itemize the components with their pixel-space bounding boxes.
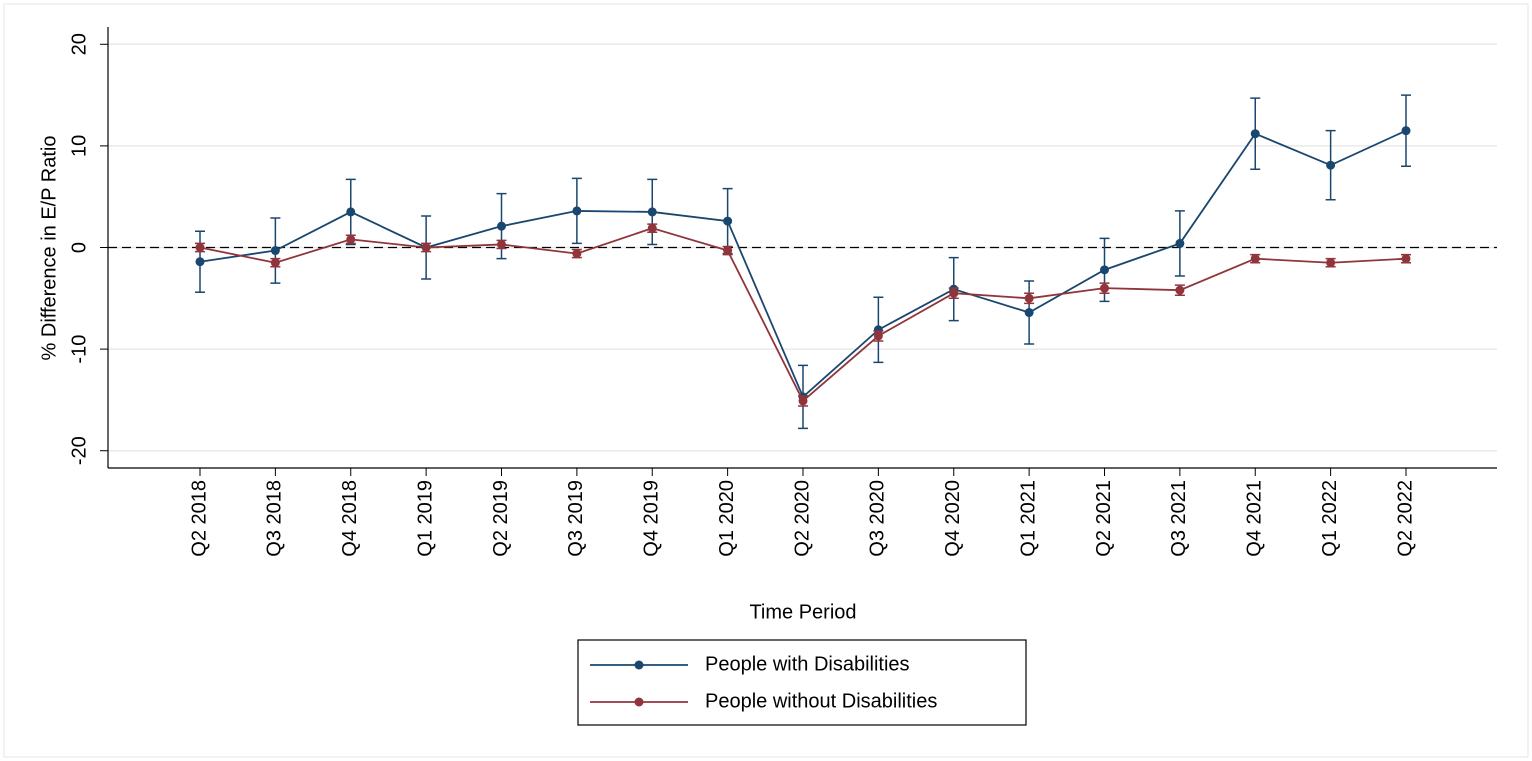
point <box>1326 258 1336 268</box>
legend-label: People with Disabilities <box>705 653 910 675</box>
y-tick-label: 10 <box>68 135 90 157</box>
point <box>1250 129 1260 139</box>
point <box>421 243 431 252</box>
point <box>1100 265 1109 275</box>
x-tick-label: Q1 2019 <box>414 480 436 557</box>
point <box>873 331 883 341</box>
point <box>647 223 657 233</box>
x-tick-label: Q2 2022 <box>1394 480 1416 557</box>
legend <box>577 639 1027 726</box>
point <box>723 216 733 226</box>
y-tick-label: 0 <box>68 242 90 253</box>
point <box>723 246 733 256</box>
y-tick-label: 20 <box>68 33 90 55</box>
x-tick-label: Q3 2018 <box>264 480 286 557</box>
point <box>497 221 506 231</box>
point <box>572 206 582 216</box>
x-tick-label: Q2 2021 <box>1093 480 1115 557</box>
x-tick-label: Q4 2018 <box>339 480 361 557</box>
y-axis-title: % Difference in E/P Ratio <box>38 136 60 361</box>
point <box>346 207 356 217</box>
x-tick-label: Q3 2020 <box>867 480 889 557</box>
point <box>1100 283 1109 293</box>
point <box>647 207 657 217</box>
point <box>270 246 280 256</box>
x-tick-label: Q2 2019 <box>490 480 512 557</box>
point <box>1024 308 1034 318</box>
point <box>270 258 280 268</box>
x-tick-label: Q1 2020 <box>716 480 738 557</box>
point <box>1401 126 1411 136</box>
point <box>1250 254 1260 264</box>
point <box>346 234 356 244</box>
x-tick-label: Q1 2021 <box>1017 480 1039 557</box>
point <box>949 288 959 298</box>
legend-marker <box>634 660 644 670</box>
x-tick-label: Q4 2021 <box>1244 480 1266 557</box>
x-tick-label: Q2 2020 <box>791 480 813 557</box>
point <box>1024 293 1034 303</box>
point <box>1175 285 1185 295</box>
y-tick-label: -10 <box>68 335 90 364</box>
legend-marker <box>634 697 644 707</box>
y-tick-label: -20 <box>68 436 90 465</box>
point <box>798 396 808 406</box>
point <box>1401 254 1411 264</box>
point <box>1326 160 1336 170</box>
point <box>572 249 582 259</box>
point <box>195 257 205 267</box>
x-tick-label: Q3 2021 <box>1168 480 1190 557</box>
point <box>497 239 506 249</box>
x-tick-label: Q3 2019 <box>565 480 587 557</box>
frame <box>3 3 1529 758</box>
x-tick-label: Q1 2022 <box>1319 480 1341 557</box>
x-tick-label: Q4 2019 <box>641 480 663 557</box>
x-tick-label: Q4 2020 <box>942 480 964 557</box>
x-axis-title: Time Period <box>749 601 856 623</box>
point <box>195 243 205 252</box>
x-tick-label: Q2 2018 <box>188 480 210 557</box>
point <box>1175 238 1185 248</box>
legend-label: People without Disabilities <box>705 690 937 712</box>
